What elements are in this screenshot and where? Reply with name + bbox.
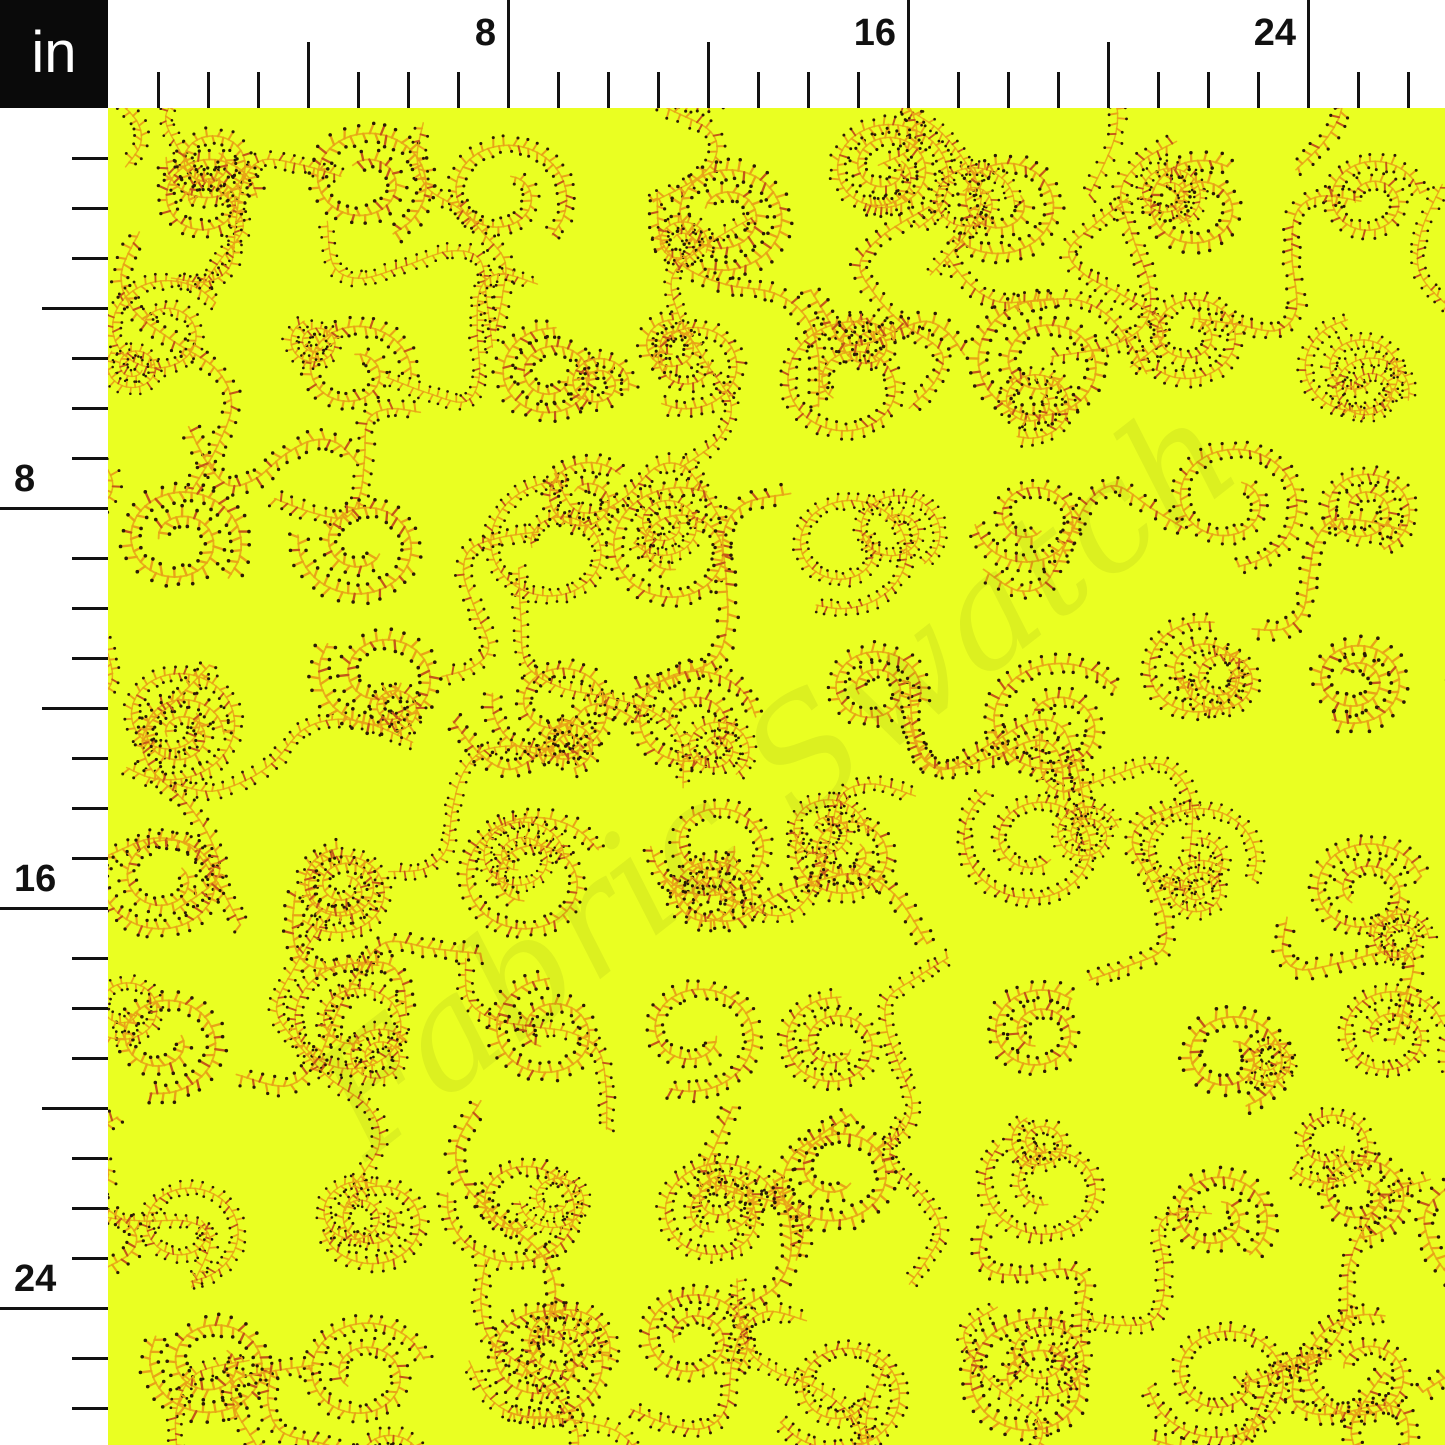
ruler-top-label-16: 16 [854,14,908,52]
ruler-left-tick-20 [42,1107,108,1110]
ruler-top-tick-19 [1057,72,1060,108]
ruler-left-tick-25 [72,1357,108,1360]
ruler-left-tick-23 [72,1257,108,1260]
ruler-left-tick-15 [72,857,108,860]
ruler-top-tick-23 [1257,72,1260,108]
ruler-top-tick-1 [157,72,160,108]
ruler-left-tick-4 [42,307,108,310]
ruler-top-tick-2 [207,72,210,108]
ruler-left-tick-3 [72,257,108,260]
ruler-top-tick-3 [257,72,260,108]
ruler-top-tick-18 [1007,72,1010,108]
ruler-top-tick-6 [407,72,410,108]
ruler-left-tick-18 [72,1007,108,1010]
ruler-left-tick-22 [72,1207,108,1210]
ruler-left-tick-11 [72,657,108,660]
ruler-top-tick-11 [657,72,660,108]
ruler-left-tick-9 [72,557,108,560]
ruler-left-tick-10 [72,607,108,610]
fabric-pattern-area: Fabric Swatch [108,108,1445,1445]
ruler-top: 8 16 24 [108,0,1445,108]
ruler-top-label-24: 24 [1254,14,1308,52]
ruler-left-tick-5 [72,357,108,360]
ruler-left: 8 16 24 [0,108,108,1445]
ruler-top-label-8: 8 [475,14,508,52]
ruler-top-tick-13 [757,72,760,108]
ruler-left-tick-19 [72,1057,108,1060]
ruler-top-tick-26 [1407,72,1410,108]
ruler-top-tick-5 [357,72,360,108]
ruler-left-label-16: 16 [14,860,56,908]
ruler-left-tick-2 [72,207,108,210]
ruler-top-tick-14 [807,72,810,108]
ruler-left-tick-26 [72,1407,108,1410]
fabric-pattern-svg [108,108,1445,1445]
unit-badge: in [0,0,108,108]
ruler-left-label-24: 24 [14,1260,56,1308]
ruler-left-tick-21 [72,1157,108,1160]
ruler-left-tick-14 [72,807,108,810]
ruler-top-tick-22 [1207,72,1210,108]
ruler-top-tick-4 [307,42,310,108]
ruler-top-tick-10 [607,72,610,108]
ruler-top-tick-25 [1357,72,1360,108]
ruler-left-tick-7 [72,457,108,460]
ruler-top-tick-17 [957,72,960,108]
ruler-top-tick-12 [707,42,710,108]
ruler-top-tick-20 [1107,42,1110,108]
ruler-left-tick-13 [72,757,108,760]
ruler-top-tick-9 [557,72,560,108]
ruler-left-label-8: 8 [14,460,35,508]
ruler-left-tick-17 [72,957,108,960]
ruler-left-tick-6 [72,407,108,410]
ruler-left-tick-12 [42,707,108,710]
ruler-top-tick-21 [1157,72,1160,108]
ruler-top-tick-15 [857,72,860,108]
ruler-left-tick-1 [72,157,108,160]
ruler-top-tick-7 [457,72,460,108]
unit-badge-label: in [0,24,108,82]
